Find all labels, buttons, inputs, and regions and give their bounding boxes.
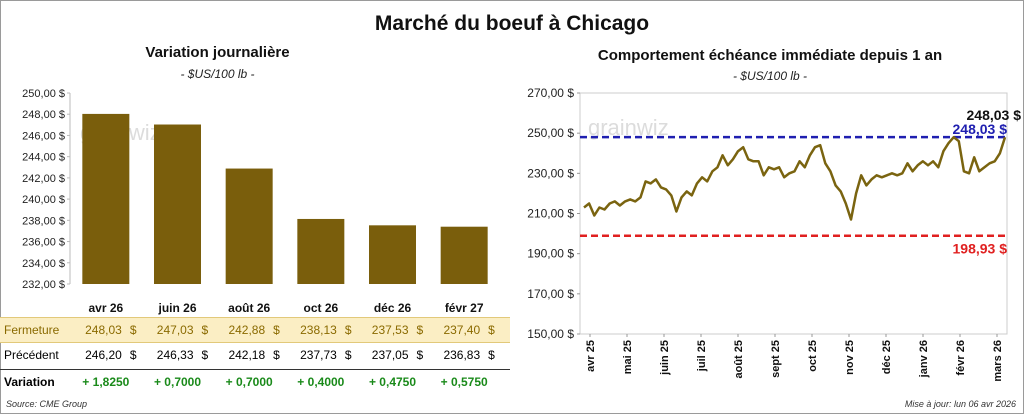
- bar-chart-unit: - $US/100 lb -: [180, 67, 255, 81]
- line-chart-unit: - $US/100 lb -: [732, 69, 808, 83]
- source-note: Source: CME Group: [6, 399, 88, 409]
- line-y-tick-label: 210,00 $: [527, 207, 574, 221]
- currency-sign: $: [129, 323, 137, 337]
- bar-category-label: févr 27: [445, 301, 484, 315]
- line-x-tick-label: mai 25: [622, 340, 634, 374]
- variation-cell: + 0,5750: [440, 375, 488, 389]
- precedent-cell-value: 237,05: [371, 348, 409, 362]
- currency-sign: $: [273, 323, 280, 337]
- variation-cell: + 0,7000: [153, 375, 202, 389]
- variation-cell: + 0,4750: [368, 375, 417, 389]
- bar-y-tick-label: 242,00 $: [22, 173, 65, 185]
- line-x-tick-label: sept 25: [770, 340, 782, 378]
- precedent-cell-value: 242,18: [228, 348, 266, 362]
- bar: [154, 124, 201, 284]
- precedent-cell-value: 237,73: [300, 348, 337, 362]
- bar-y-tick-label: 240,00 $: [22, 194, 65, 206]
- bar-y-tick-label: 248,00 $: [22, 109, 65, 121]
- precedent-cell-value: 236,83: [443, 348, 481, 362]
- currency-sign: $: [344, 323, 352, 337]
- currency-sign: $: [273, 348, 280, 362]
- currency-sign: $: [416, 323, 424, 337]
- fermeture-cell-value: 237,53: [371, 323, 409, 337]
- fermeture-cell-value: 248,03: [85, 323, 122, 337]
- reference-line-label: 248,03 $: [953, 121, 1008, 137]
- bar-y-tick-label: 234,00 $: [22, 258, 65, 270]
- table-row-precedent: Précédent 246,20 $246,33 $242,18 $237,73 $23…: [0, 343, 510, 367]
- line-chart: 150,00 $ 170,00 $ 190,00 $ 210,00 $ 230,00 $…: [527, 86, 1022, 382]
- line-x-tick-label: oct 25: [807, 340, 819, 372]
- line-y-tick-label: 150,00 $: [527, 327, 574, 341]
- currency-sign: $: [416, 348, 424, 362]
- line-y-tick-label: 190,00 $: [527, 247, 574, 261]
- bar-category-label: déc 26: [374, 301, 412, 315]
- line-y-tick-label: 170,00 $: [527, 287, 574, 301]
- watermark: grainwiz: [588, 115, 669, 140]
- line-x-tick-label: févr 26: [955, 340, 967, 375]
- bar-category-label: août 26: [228, 301, 270, 315]
- bar-y-tick-label: 244,00 $: [22, 152, 65, 164]
- bar: [82, 113, 130, 284]
- bar: [297, 218, 345, 284]
- variation-cell: + 0,4000: [297, 375, 345, 389]
- currency-sign: $: [488, 348, 495, 362]
- line-x-tick-label: janv 26: [918, 340, 930, 378]
- line-x-tick-label: déc 25: [881, 340, 893, 374]
- main-title: Marché du boeuf à Chicago: [374, 12, 650, 35]
- fermeture-label: Fermeture: [4, 323, 60, 337]
- bar-category-label: avr 26: [88, 301, 123, 315]
- fermeture-cell-value: 238,13: [300, 323, 337, 337]
- bar-y-tick-label: 232,00 $: [22, 279, 65, 291]
- fermeture-cell-value: 242,88: [228, 323, 266, 337]
- line-x-tick-label: juil 25: [696, 340, 708, 372]
- reference-line-label: 198,93 $: [953, 241, 1008, 257]
- fermeture-cell-value: 237,40: [443, 323, 481, 337]
- precedent-cell-value: 246,20: [85, 348, 122, 362]
- bar: [440, 226, 488, 284]
- currency-sign: $: [129, 348, 137, 362]
- bar-y-tick-label: 238,00 $: [22, 215, 65, 227]
- currency-sign: $: [344, 348, 352, 362]
- line-y-tick-label: 250,00 $: [527, 126, 574, 140]
- table-row-fermeture: Fermeture 248,03 $247,03 $242,88 $238,13 $23…: [0, 317, 510, 343]
- currency-sign: $: [488, 323, 495, 337]
- line-y-tick-label: 270,00 $: [527, 86, 574, 100]
- variation-label: Variation: [4, 375, 55, 389]
- bar-chart-title: Variation journalière: [145, 44, 290, 61]
- table-row-variation: Variation + 1,8250 + 0,7000 + 0,7000 + 0,40…: [0, 369, 510, 394]
- bar-category-label: juin 26: [157, 301, 196, 315]
- currency-sign: $: [201, 323, 209, 337]
- line-x-tick-label: avr 25: [585, 340, 597, 372]
- line-y-tick-label: 230,00 $: [527, 166, 574, 180]
- bar-category-label: oct 26: [303, 301, 338, 315]
- line-x-tick-label: août 25: [733, 340, 745, 379]
- variation-cell: + 0,7000: [225, 375, 273, 389]
- variation-cell: + 1,8250: [82, 375, 130, 389]
- price-series-line: [583, 135, 1007, 221]
- bar: [369, 225, 416, 284]
- currency-sign: $: [201, 348, 209, 362]
- bar: [225, 168, 273, 284]
- line-x-tick-label: juin 25: [659, 340, 671, 376]
- line-chart-title: Comportement échéance immédiate depuis 1…: [597, 47, 943, 64]
- bar-y-tick-label: 236,00 $: [22, 237, 65, 249]
- bar-y-tick-label: 246,00 $: [22, 130, 65, 142]
- bar-y-tick-label: 250,00 $: [22, 88, 65, 100]
- precedent-cell-value: 246,33: [156, 348, 194, 362]
- line-x-tick-label: mars 26: [992, 340, 1004, 382]
- last-value-label: 248,03 $: [967, 107, 1022, 123]
- update-note: Mise à jour: lun 06 avr 2026: [904, 399, 1016, 409]
- fermeture-cell-value: 247,03: [156, 323, 194, 337]
- precedent-label: Précédent: [4, 348, 59, 362]
- line-x-tick-label: nov 25: [844, 340, 856, 375]
- bar-chart: 232,00 $ 234,00 $ 236,00 $ 238,00 $ 240,00 $…: [22, 88, 488, 315]
